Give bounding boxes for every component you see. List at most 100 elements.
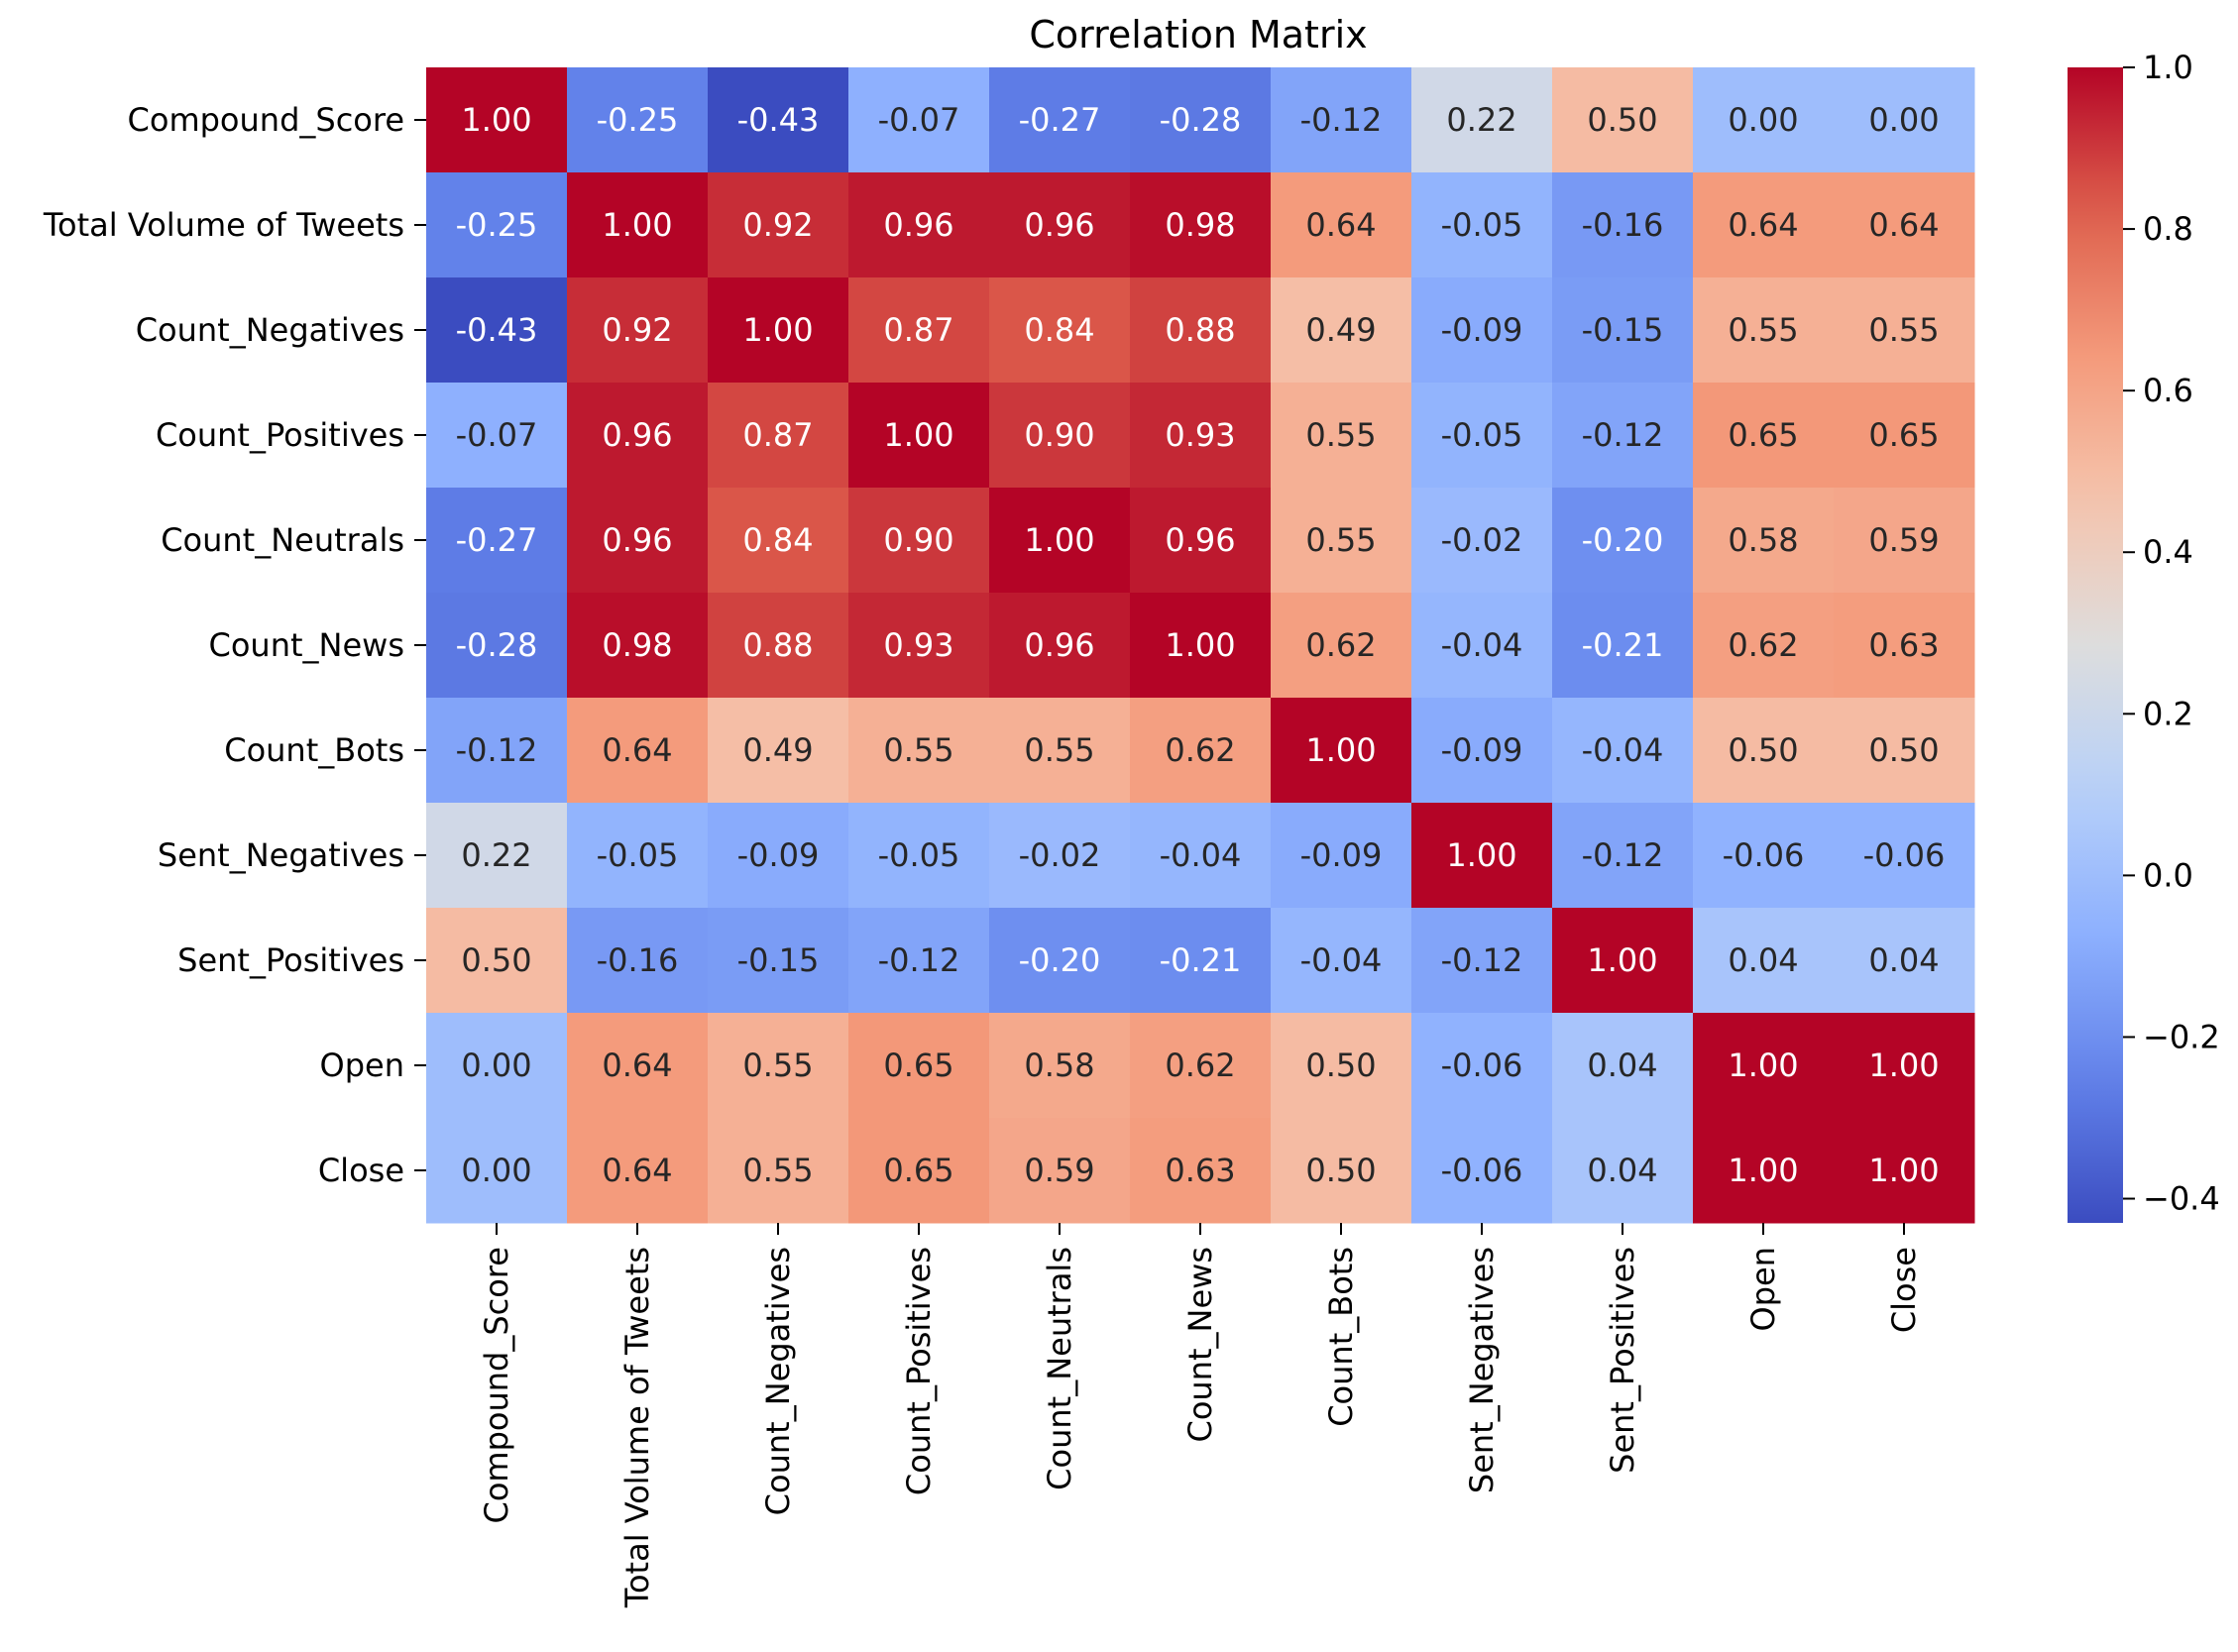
heatmap-cell xyxy=(426,67,568,173)
heatmap-cell-value: -0.25 xyxy=(597,101,679,139)
colorbar-tick-label: −0.2 xyxy=(2143,1018,2220,1055)
heatmap-cell-value: 0.00 xyxy=(1868,101,1939,139)
heatmap-cell xyxy=(426,172,568,278)
heatmap-cell xyxy=(989,908,1131,1014)
heatmap-cell xyxy=(848,698,990,804)
heatmap-cell xyxy=(426,488,568,594)
heatmap-cell-value: -0.25 xyxy=(456,206,538,244)
heatmap-cell-value: 0.50 xyxy=(1305,1152,1376,1189)
heatmap-cell xyxy=(1130,67,1272,173)
x-tick-label-count-positives: Count_Positives xyxy=(900,1247,938,1495)
heatmap-cell xyxy=(1271,803,1412,909)
heatmap-cell-value: -0.21 xyxy=(1160,941,1242,979)
heatmap-cell xyxy=(1834,172,1975,278)
heatmap-cell-value: -0.15 xyxy=(1582,311,1664,349)
heatmap-cell-value: 1.00 xyxy=(1868,1046,1939,1084)
heatmap-cell-value: 0.04 xyxy=(1587,1046,1657,1084)
heatmap-cell-value: 0.93 xyxy=(1165,416,1235,454)
heatmap-cell xyxy=(1552,67,1694,173)
heatmap-cell xyxy=(1411,1118,1553,1224)
heatmap-cell xyxy=(567,383,709,489)
heatmap-cell xyxy=(1834,67,1975,173)
heatmap-cell-value: 0.96 xyxy=(1024,206,1094,244)
heatmap-cell xyxy=(989,488,1131,594)
heatmap-cell-value: 0.88 xyxy=(742,626,813,664)
heatmap-cell xyxy=(1693,593,1835,699)
heatmap-cell-value: -0.09 xyxy=(1441,311,1523,349)
heatmap-cell-value: 0.64 xyxy=(602,1152,672,1189)
heatmap-cell xyxy=(708,1118,849,1224)
heatmap-cell-value: -0.05 xyxy=(1441,206,1523,244)
heatmap-cell-value: -0.02 xyxy=(1441,521,1523,559)
heatmap-cell xyxy=(1411,172,1553,278)
heatmap-cell-value: 0.50 xyxy=(461,941,531,979)
heatmap-cell-value: 0.63 xyxy=(1165,1152,1235,1189)
heatmap-cell xyxy=(708,1013,849,1119)
heatmap-cell xyxy=(1271,172,1412,278)
x-tick-label-total-volume-of-tweets: Total Volume of Tweets xyxy=(618,1247,656,1608)
heatmap-cell-value: -0.04 xyxy=(1160,836,1242,874)
heatmap-cell xyxy=(989,383,1131,489)
x-axis-tick-labels: Compound_Score Total Volume of Tweets Coun… xyxy=(478,1223,1923,1608)
heatmap-cell-value: 0.65 xyxy=(883,1046,953,1084)
heatmap-cell-value: 0.55 xyxy=(1305,521,1376,559)
heatmap-cell-value: -0.06 xyxy=(1863,836,1946,874)
heatmap-cell-value: 0.93 xyxy=(883,626,953,664)
heatmap-cell xyxy=(1552,593,1694,699)
y-tick-label-count-positives: Count_Positives xyxy=(156,416,404,454)
heatmap-cell xyxy=(567,803,709,909)
heatmap-cell-value: 0.92 xyxy=(602,311,672,349)
heatmap-cell-value: 1.00 xyxy=(1868,1152,1939,1189)
heatmap-cell xyxy=(708,383,849,489)
heatmap-cell-value: -0.21 xyxy=(1582,626,1664,664)
heatmap-cell-value: 1.00 xyxy=(1165,626,1235,664)
heatmap-cell-value: -0.09 xyxy=(1300,836,1383,874)
heatmap-cell xyxy=(989,277,1131,384)
heatmap-cell-value: 0.64 xyxy=(1868,206,1939,244)
heatmap-cell-value: 0.55 xyxy=(883,731,953,769)
heatmap-cell xyxy=(426,908,568,1014)
heatmap-cell-value: 0.63 xyxy=(1868,626,1939,664)
heatmap-cell-value: 0.55 xyxy=(742,1046,813,1084)
heatmap-cell xyxy=(848,1118,990,1224)
heatmap-cell xyxy=(1552,172,1694,278)
heatmap-cell-value: 0.96 xyxy=(1024,626,1094,664)
heatmap-cell-value: 1.00 xyxy=(1446,836,1516,874)
heatmap-cell-value: 0.87 xyxy=(742,416,813,454)
heatmap-cell-value: 0.00 xyxy=(1728,101,1798,139)
heatmap-cell xyxy=(567,488,709,594)
heatmap-cell xyxy=(426,1118,568,1224)
heatmap-cell xyxy=(1834,1013,1975,1119)
heatmap-cell xyxy=(1552,1118,1694,1224)
heatmap-cell xyxy=(1130,803,1272,909)
heatmap-cell-value: 0.22 xyxy=(461,836,531,874)
heatmap-cell-value: 0.59 xyxy=(1868,521,1939,559)
heatmap-cell xyxy=(848,593,990,699)
heatmap-cell xyxy=(1130,1118,1272,1224)
heatmap-cell xyxy=(567,277,709,384)
heatmap-cell xyxy=(426,1013,568,1119)
heatmap-cell xyxy=(1130,172,1272,278)
heatmap-cell-value: 0.50 xyxy=(1728,731,1798,769)
heatmap-cell-value: 0.96 xyxy=(883,206,953,244)
heatmap-cell-value: -0.05 xyxy=(878,836,960,874)
x-tick-label-open: Open xyxy=(1744,1247,1782,1331)
heatmap-cell-value: -0.07 xyxy=(878,101,960,139)
y-tick-label-compound-score: Compound_Score xyxy=(128,101,404,139)
x-tick-label-count-news: Count_News xyxy=(1181,1247,1219,1443)
heatmap-cell-value: 0.50 xyxy=(1305,1046,1376,1084)
heatmap-cell xyxy=(1271,1118,1412,1224)
heatmap-cell xyxy=(1552,698,1694,804)
heatmap-cell-value: -0.09 xyxy=(737,836,820,874)
heatmap-cell xyxy=(1130,1013,1272,1119)
heatmap-cell-value: -0.12 xyxy=(1441,941,1523,979)
heatmap-cell xyxy=(1693,172,1835,278)
heatmap-cell xyxy=(426,698,568,804)
heatmap-cell xyxy=(708,908,849,1014)
heatmap-cell xyxy=(1271,908,1412,1014)
heatmap-cell-value: 0.58 xyxy=(1024,1046,1094,1084)
heatmap-cell xyxy=(1693,277,1835,384)
y-tick-label-total-volume-of-tweets: Total Volume of Tweets xyxy=(43,206,404,244)
heatmap-cell-value: 0.88 xyxy=(1165,311,1235,349)
heatmap-cell xyxy=(708,593,849,699)
